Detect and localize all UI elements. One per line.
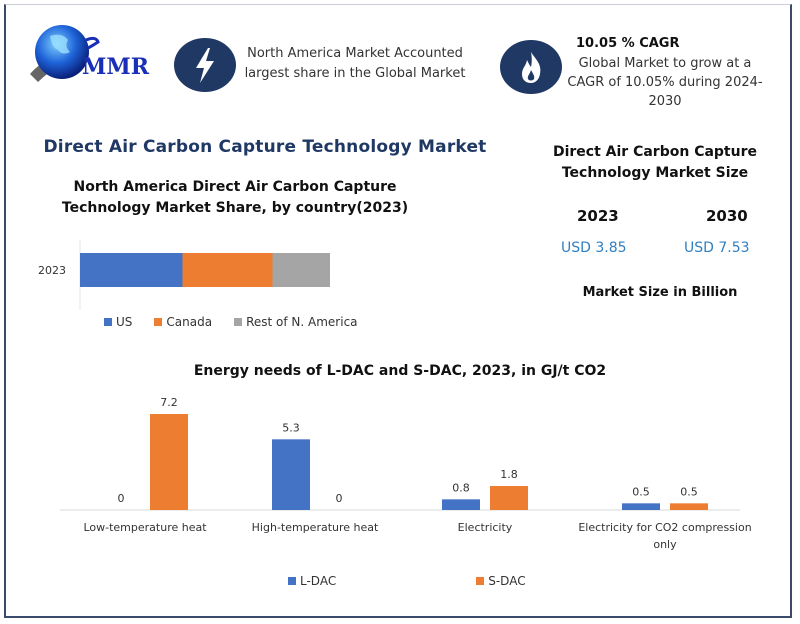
value-2023: USD 3.85: [561, 240, 627, 256]
energy-chart-title: Energy needs of L-DAC and S-DAC, 2023, i…: [193, 363, 607, 379]
year-2030-label: 2030: [706, 207, 748, 225]
energy-legend: L-DAC S-DAC: [288, 574, 526, 588]
cagr-text: Global Market to grow at a CAGR of 10.05…: [567, 56, 763, 109]
bar-l-dac-electricity: [442, 499, 480, 510]
data-label: 0.5: [680, 485, 698, 498]
bar-s-dac-electricity: [490, 486, 528, 510]
mmr-logo: MMR: [28, 22, 158, 92]
legend-swatch: [288, 577, 296, 585]
category-label: Low-temperature heat: [83, 521, 207, 534]
data-label: 7.2: [160, 396, 178, 409]
energy-chart: 0 7.2 Low-temperature heat 5.3 0 High-tempera…: [60, 396, 752, 551]
share-category-label: 2023: [38, 264, 66, 277]
cagr-title: 10.05 % CAGR: [576, 36, 680, 51]
logo-text: MMR: [82, 54, 149, 80]
data-label: 0: [336, 492, 343, 505]
category-label: High-temperature heat: [252, 521, 379, 534]
legend-item-s-dac: S-DAC: [476, 574, 526, 588]
market-size-title: Direct Air Carbon Capture Technology Mar…: [552, 144, 757, 181]
share-bar-rest-of-n-america: [272, 253, 330, 287]
legend-item-l-dac: L-DAC: [288, 574, 336, 588]
category-label: Electricity: [458, 521, 513, 534]
legend-swatch: [476, 577, 485, 585]
legend-swatch: [104, 318, 112, 326]
year-2023-label: 2023: [577, 207, 619, 225]
legend-label: L-DAC: [300, 574, 337, 588]
category-label: only: [653, 538, 677, 551]
lightning-badge: [174, 38, 236, 92]
legend-label: Rest of N. America: [246, 315, 358, 329]
share-chart: 2023: [38, 240, 330, 310]
legend-item-rest-of-n-america: Rest of N. America: [234, 315, 358, 329]
flame-icon: [522, 52, 541, 83]
share-bar-canada: [182, 253, 273, 287]
bar-l-dac-electricity-for-co2-compression-only: [622, 503, 660, 510]
legend-swatch: [154, 318, 163, 326]
data-label: 0.8: [452, 481, 470, 494]
highlight-north-america: North America Market Accounted largest s…: [244, 46, 466, 81]
flame-badge: [500, 40, 562, 94]
legend-label: Canada: [166, 315, 213, 329]
bar-s-dac-electricity-for-co2-compression-only: [670, 503, 708, 510]
legend-item-us: US: [104, 315, 132, 329]
value-2030: USD 7.53: [684, 240, 750, 256]
share-chart-title: North America Direct Air Carbon Capture …: [61, 179, 409, 216]
legend-label: S-DAC: [488, 574, 526, 588]
data-label: 5.3: [282, 421, 300, 434]
data-label: 0: [118, 492, 125, 505]
market-size-note: Market Size in Billion: [582, 285, 738, 300]
lightning-bolt-icon: [196, 48, 214, 83]
legend-item-canada: Canada: [154, 315, 212, 329]
category-label: Electricity for CO2 compression: [578, 521, 751, 534]
data-label: 0.5: [632, 485, 650, 498]
main-title: Direct Air Carbon Capture Technology Mar…: [43, 137, 487, 157]
globe-icon: [30, 25, 100, 82]
share-legend: US Canada Rest of N. America: [104, 315, 358, 329]
data-label: 1.8: [500, 468, 518, 481]
legend-label: US: [116, 315, 133, 329]
bar-l-dac-high-temperature-heat: [272, 439, 310, 510]
legend-swatch: [234, 318, 243, 326]
share-bar-us: [80, 253, 183, 287]
infographic-frame: [4, 4, 792, 618]
bar-s-dac-low-temperature-heat: [150, 414, 188, 510]
